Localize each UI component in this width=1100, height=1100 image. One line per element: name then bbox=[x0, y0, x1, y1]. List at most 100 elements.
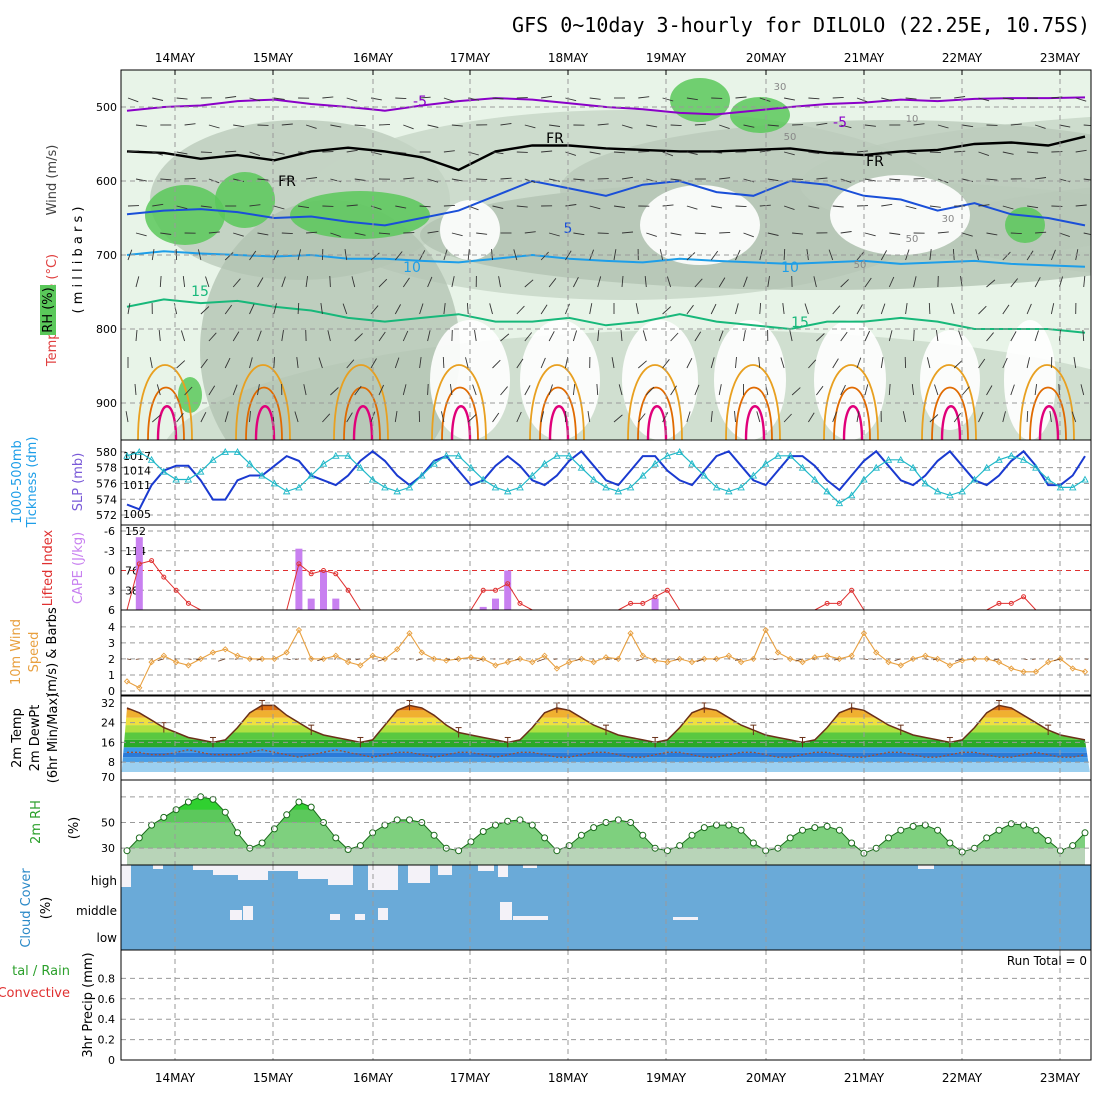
isotherm-25-loop bbox=[343, 386, 381, 440]
thickness-point bbox=[282, 487, 291, 495]
cape-tick-label: 152 bbox=[125, 525, 146, 538]
wind10-point bbox=[762, 626, 769, 634]
wind10-point bbox=[344, 658, 352, 666]
cape-label: CAPE (J/kg) bbox=[71, 532, 86, 604]
li-point bbox=[321, 568, 326, 573]
rh2m-point bbox=[577, 831, 585, 839]
isotherm-30-loop bbox=[940, 405, 962, 440]
isotherm-25-loop bbox=[441, 386, 479, 440]
wind-tick-label: 3 bbox=[108, 637, 115, 650]
wind-barb bbox=[880, 357, 884, 369]
wind-barb bbox=[597, 276, 602, 288]
isotherm-30-loop bbox=[842, 405, 864, 440]
temp-color-band bbox=[121, 710, 1091, 718]
wind10-point bbox=[1045, 658, 1052, 666]
li-point bbox=[308, 571, 314, 577]
wind10-point bbox=[566, 658, 573, 666]
rh2m-point bbox=[356, 842, 364, 850]
wind-barb bbox=[759, 204, 771, 207]
wind-barb bbox=[500, 333, 510, 342]
wind-barb bbox=[540, 251, 549, 261]
wind10-barb bbox=[196, 658, 201, 661]
isotherm-20-loop bbox=[529, 364, 585, 440]
slp-tick-label: 1017 bbox=[123, 450, 151, 463]
temp-color-band bbox=[121, 705, 1091, 711]
high-cloud-patch bbox=[438, 865, 452, 875]
wind10-point bbox=[590, 658, 597, 666]
wind10-point bbox=[971, 655, 978, 663]
wind-barb bbox=[756, 411, 761, 423]
high-cloud-patch bbox=[408, 865, 430, 883]
wind-barb bbox=[318, 357, 323, 369]
wind-barb bbox=[856, 411, 860, 423]
wind-barb bbox=[549, 178, 560, 182]
isotherm-30-loop bbox=[254, 405, 276, 440]
wind-barb bbox=[792, 232, 804, 235]
thickness-point bbox=[135, 447, 144, 455]
cloud-level-label: middle bbox=[76, 904, 117, 918]
wind10-point bbox=[799, 658, 806, 666]
wind-barb bbox=[443, 303, 446, 315]
wind-barb bbox=[394, 357, 400, 369]
wind-barb bbox=[832, 305, 841, 315]
wind-barb bbox=[208, 332, 217, 342]
wind-barb bbox=[346, 97, 358, 102]
date-labels-top: 14MAY 15MAY 16MAY 17MAY 18MAY 19MAY 20MAY 21MAY… bbox=[155, 51, 1081, 65]
temp-color-band bbox=[121, 732, 1091, 740]
wind-barb bbox=[572, 276, 579, 288]
wind-barb bbox=[1050, 303, 1055, 315]
wind-barb bbox=[613, 414, 623, 423]
rh2m-point bbox=[172, 806, 180, 814]
wind-barb bbox=[273, 303, 277, 315]
wind-barb bbox=[180, 330, 186, 342]
wind-barb bbox=[613, 151, 626, 154]
high-cloud-patch bbox=[153, 865, 163, 869]
rh2m-point bbox=[307, 803, 315, 811]
wind-barb bbox=[160, 232, 172, 235]
wind-barb bbox=[322, 96, 334, 99]
isotherm-30-loop bbox=[548, 405, 570, 440]
thickness-point bbox=[897, 455, 905, 463]
date-label-top: 21MAY bbox=[844, 51, 885, 65]
wind-barb bbox=[233, 124, 245, 128]
wind-barb bbox=[913, 329, 915, 342]
rh2m-point bbox=[258, 839, 266, 847]
wind-barb bbox=[541, 150, 553, 153]
wind-barb bbox=[618, 384, 623, 396]
isotherm-20-loop bbox=[1019, 364, 1075, 440]
wind-barb bbox=[378, 123, 391, 126]
wind-barb bbox=[208, 385, 216, 396]
precip-tick-label: 0.2 bbox=[98, 1034, 116, 1047]
thickness-point bbox=[1056, 483, 1065, 491]
date-label-bottom: 14MAY bbox=[155, 1071, 196, 1085]
thickness-point bbox=[381, 483, 389, 491]
wind-barb bbox=[500, 177, 512, 180]
wind10-point bbox=[774, 649, 782, 656]
wind10-barb bbox=[1023, 658, 1028, 660]
wind-barb bbox=[735, 303, 739, 315]
li-point bbox=[345, 587, 351, 593]
rh-contour-label: 30 bbox=[942, 214, 955, 225]
wind-barb bbox=[978, 204, 990, 207]
thickness-point bbox=[344, 451, 352, 459]
wind-barb bbox=[638, 360, 647, 369]
wind-barb bbox=[1002, 304, 1010, 315]
wind-barb bbox=[888, 276, 895, 288]
wind-barb bbox=[808, 412, 815, 423]
wind-barb bbox=[1002, 357, 1008, 369]
wind-barb bbox=[354, 178, 366, 181]
wind-barb bbox=[273, 97, 285, 100]
cape-bar bbox=[651, 598, 659, 610]
wind10-point bbox=[172, 658, 180, 666]
wind-barb bbox=[635, 303, 639, 315]
wind10-barb bbox=[696, 658, 705, 662]
wind10-line bbox=[126, 628, 1086, 689]
rh2m-point bbox=[135, 834, 143, 842]
wind-barb bbox=[670, 385, 677, 396]
wind-barb bbox=[182, 276, 186, 288]
li-line bbox=[286, 563, 361, 611]
wind10-barb bbox=[933, 658, 938, 661]
wind-barb bbox=[1075, 97, 1087, 102]
wind10-point bbox=[578, 655, 585, 663]
wind-barb bbox=[1026, 303, 1032, 315]
